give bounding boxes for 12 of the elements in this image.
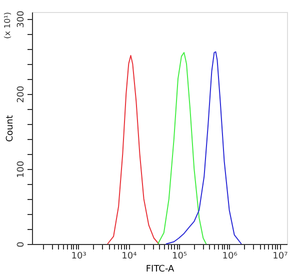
y-axis-title: Count [6, 114, 16, 142]
y-tick-label: 100 [16, 160, 26, 178]
y-tick-label: 300 [16, 10, 26, 28]
x-tick-label: 10⁴ [122, 252, 138, 262]
y-tick-label: 0 [16, 241, 26, 248]
text: (x 10¹) [3, 12, 12, 39]
x-tick-label: 10⁷ [272, 252, 288, 262]
x-axis-title: FITC-A [146, 264, 175, 274]
y-tick-label: 200 [16, 85, 26, 103]
x-tick-label: 10⁵ [172, 252, 188, 262]
x-tick-label: 10⁶ [222, 252, 238, 262]
x-tick-label: 10³ [71, 252, 87, 262]
